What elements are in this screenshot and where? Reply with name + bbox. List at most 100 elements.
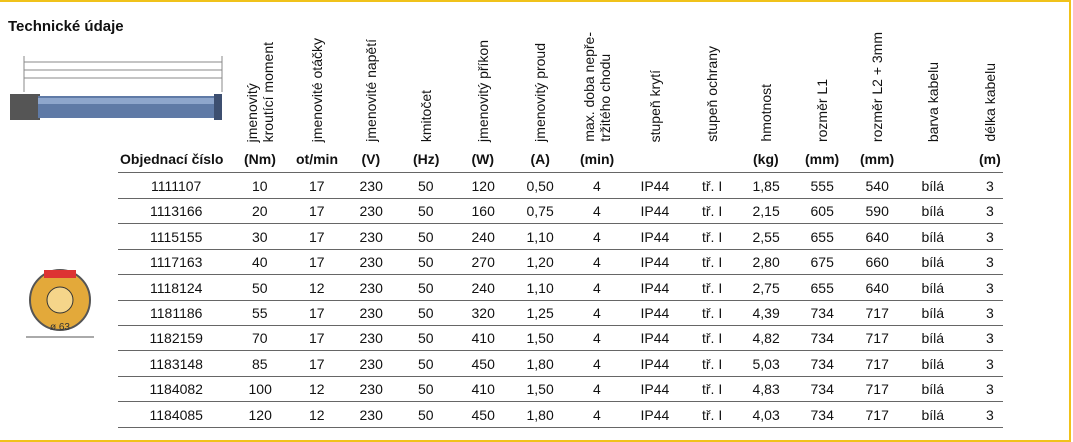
- table-cell: 4: [593, 381, 601, 398]
- table-cell: bílá: [921, 355, 945, 372]
- table-cell: 4,82: [752, 330, 780, 347]
- column-unit: (mm): [805, 151, 840, 167]
- table-cell: bílá: [921, 381, 945, 398]
- table-cell: tř. I: [702, 330, 723, 347]
- table-cell: 555: [810, 178, 834, 194]
- header-line: stupeň krytí: [647, 69, 663, 142]
- header-line: kroutící moment: [260, 41, 276, 142]
- table-cell: 3: [986, 406, 994, 423]
- table-cell: 270: [471, 254, 495, 271]
- table-cell: 1184085: [149, 406, 203, 423]
- table-cell: 10: [252, 178, 268, 194]
- header-line: hmotnost: [758, 84, 774, 142]
- table-cell: 717: [865, 381, 889, 398]
- table-cell: 3: [986, 381, 994, 398]
- table-cell: 717: [865, 355, 889, 372]
- table-cell: 17: [309, 254, 325, 271]
- table-cell: 655: [810, 279, 834, 296]
- table-cell: 717: [865, 330, 889, 347]
- row-separator: [118, 350, 1003, 352]
- header-line: jmenovitý příkon: [475, 40, 491, 142]
- column-header: Objednací číslo: [120, 151, 224, 167]
- column-header: jmenovitý proud: [532, 43, 548, 142]
- table-cell: 17: [309, 228, 325, 245]
- table-cell: 3: [986, 279, 994, 296]
- column-header: rozměr L2 + 3mm: [869, 32, 885, 142]
- table-cell: 1,10: [526, 279, 554, 296]
- table-cell: 70: [252, 330, 268, 347]
- table-cell: bílá: [921, 254, 945, 271]
- table-cell: 1183148: [149, 355, 203, 372]
- column-header: kmitočet: [418, 90, 434, 142]
- table-cell: 17: [309, 203, 325, 220]
- column-unit: (Nm): [244, 151, 276, 167]
- table-cell: 1,20: [526, 254, 554, 271]
- column-header: stupeň ochrany: [704, 46, 720, 142]
- table-cell: 675: [810, 254, 834, 271]
- table-cell: 3: [986, 254, 994, 271]
- table-cell: 734: [810, 305, 834, 321]
- table-cell: 2,55: [752, 228, 780, 245]
- table-cell: 17: [309, 178, 325, 194]
- table-cell: IP44: [640, 228, 670, 245]
- table-cell: 734: [810, 406, 834, 423]
- table-cell: tř. I: [702, 228, 723, 245]
- column-header: max. doba nepře-tržitého chodu: [581, 32, 613, 142]
- column-header: jmenovité napětí: [363, 39, 379, 142]
- table-cell: 1181186: [150, 305, 203, 321]
- table-cell: 1,10: [526, 228, 554, 245]
- column-header: stupeň krytí: [647, 70, 663, 142]
- table-cell: 50: [418, 381, 434, 398]
- table-cell: 4,39: [752, 305, 780, 321]
- table-cell: 5,03: [752, 355, 780, 372]
- header-line: jmenovitý proud: [532, 43, 548, 142]
- column-header: jmenovitý kroutící moment: [244, 42, 276, 142]
- table-cell: IP44: [640, 254, 670, 271]
- table-cell: 1182159: [149, 330, 203, 347]
- table-cell: 55: [252, 305, 268, 321]
- table-cell: 12: [309, 279, 325, 296]
- table-cell: 3: [986, 228, 994, 245]
- table-cell: 230: [359, 279, 383, 296]
- table-cell: IP44: [640, 178, 670, 194]
- table-cell: IP44: [640, 381, 670, 398]
- table-cell: tř. I: [702, 279, 723, 296]
- table-cell: tř. I: [702, 381, 723, 398]
- row-separator: [118, 426, 1003, 428]
- table-cell: IP44: [640, 355, 670, 372]
- table-cell: 3: [986, 305, 994, 321]
- table-cell: bílá: [921, 305, 945, 321]
- header-line: max. doba nepře-: [581, 32, 597, 142]
- table-cell: 17: [309, 330, 325, 347]
- table-cell: 50: [418, 305, 434, 321]
- table-cell: 240: [471, 228, 495, 245]
- table-cell: 230: [359, 254, 383, 271]
- table-cell: 12: [309, 381, 325, 398]
- table-cell: 4,03: [752, 406, 780, 423]
- column-header: barva kabelu: [925, 62, 941, 142]
- table-cell: 4,83: [752, 381, 780, 398]
- table-cell: 1115155: [150, 228, 203, 245]
- table-cell: 640: [865, 279, 889, 296]
- column-unit: (Hz): [413, 151, 440, 167]
- table-cell: 4: [593, 254, 601, 271]
- table-cell: 50: [252, 279, 268, 296]
- row-separator: [118, 325, 1003, 326]
- table-cell: 717: [865, 406, 889, 423]
- table-cell: 4: [593, 355, 601, 372]
- table-cell: 734: [810, 381, 834, 398]
- column-unit: (A): [530, 151, 550, 167]
- table-cell: IP44: [640, 330, 670, 347]
- table-cell: 50: [418, 203, 434, 220]
- header-line: tržitého chodu: [597, 54, 613, 142]
- table-cell: 50: [418, 228, 434, 245]
- table-cell: IP44: [640, 406, 670, 423]
- table-cell: 160: [471, 203, 495, 220]
- table-cell: 1,80: [526, 406, 554, 423]
- table-cell: 50: [418, 254, 434, 271]
- table-cell: 1,85: [752, 178, 780, 194]
- table-cell: 4: [593, 203, 601, 220]
- product-figures: ø 63: [10, 56, 223, 338]
- row-separator: [118, 248, 1003, 250]
- row-separator: [118, 401, 1003, 403]
